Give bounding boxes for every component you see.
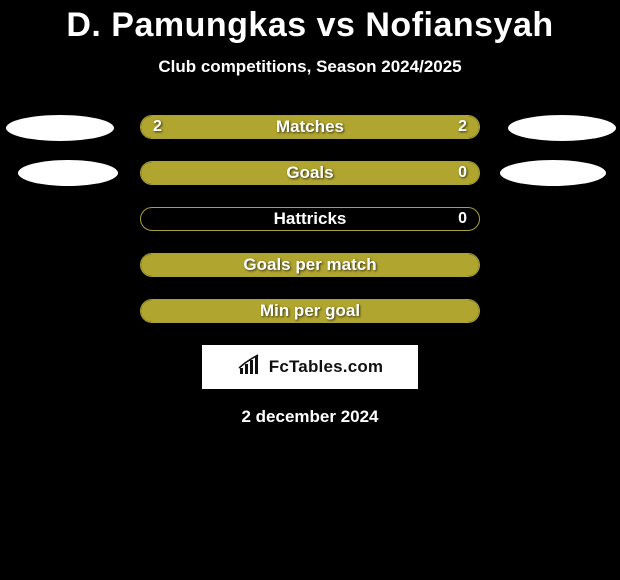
stat-row: 2 Matches 2 (0, 115, 620, 139)
stat-value-right: 0 (458, 164, 467, 182)
stat-value-left: 2 (153, 118, 162, 136)
stat-bar: Goals 0 (140, 161, 480, 185)
stat-label: Goals (141, 163, 479, 183)
stat-label: Matches (141, 117, 479, 137)
stat-bar: Goals per match (140, 253, 480, 277)
brand-box: FcTables.com (202, 345, 418, 389)
stat-row: Goals 0 (0, 161, 620, 185)
stat-value-right: 2 (458, 118, 467, 136)
page-subtitle: Club competitions, Season 2024/2025 (0, 57, 620, 77)
stats-block: 2 Matches 2 Goals 0 Hattricks 0 (0, 115, 620, 323)
stat-bar: Min per goal (140, 299, 480, 323)
brand-label: FcTables.com (269, 357, 384, 377)
stat-label: Hattricks (141, 209, 479, 229)
stat-label: Min per goal (141, 301, 479, 321)
chart-icon (237, 354, 263, 381)
page-title: D. Pamungkas vs Nofiansyah (0, 6, 620, 45)
stat-bar: 2 Matches 2 (140, 115, 480, 139)
footer-date: 2 december 2024 (0, 407, 620, 427)
stat-label: Goals per match (141, 255, 479, 275)
stat-row: Goals per match (0, 253, 620, 277)
stat-row: Min per goal (0, 299, 620, 323)
stat-row: Hattricks 0 (0, 207, 620, 231)
stat-bar: Hattricks 0 (140, 207, 480, 231)
stat-value-right: 0 (458, 210, 467, 228)
